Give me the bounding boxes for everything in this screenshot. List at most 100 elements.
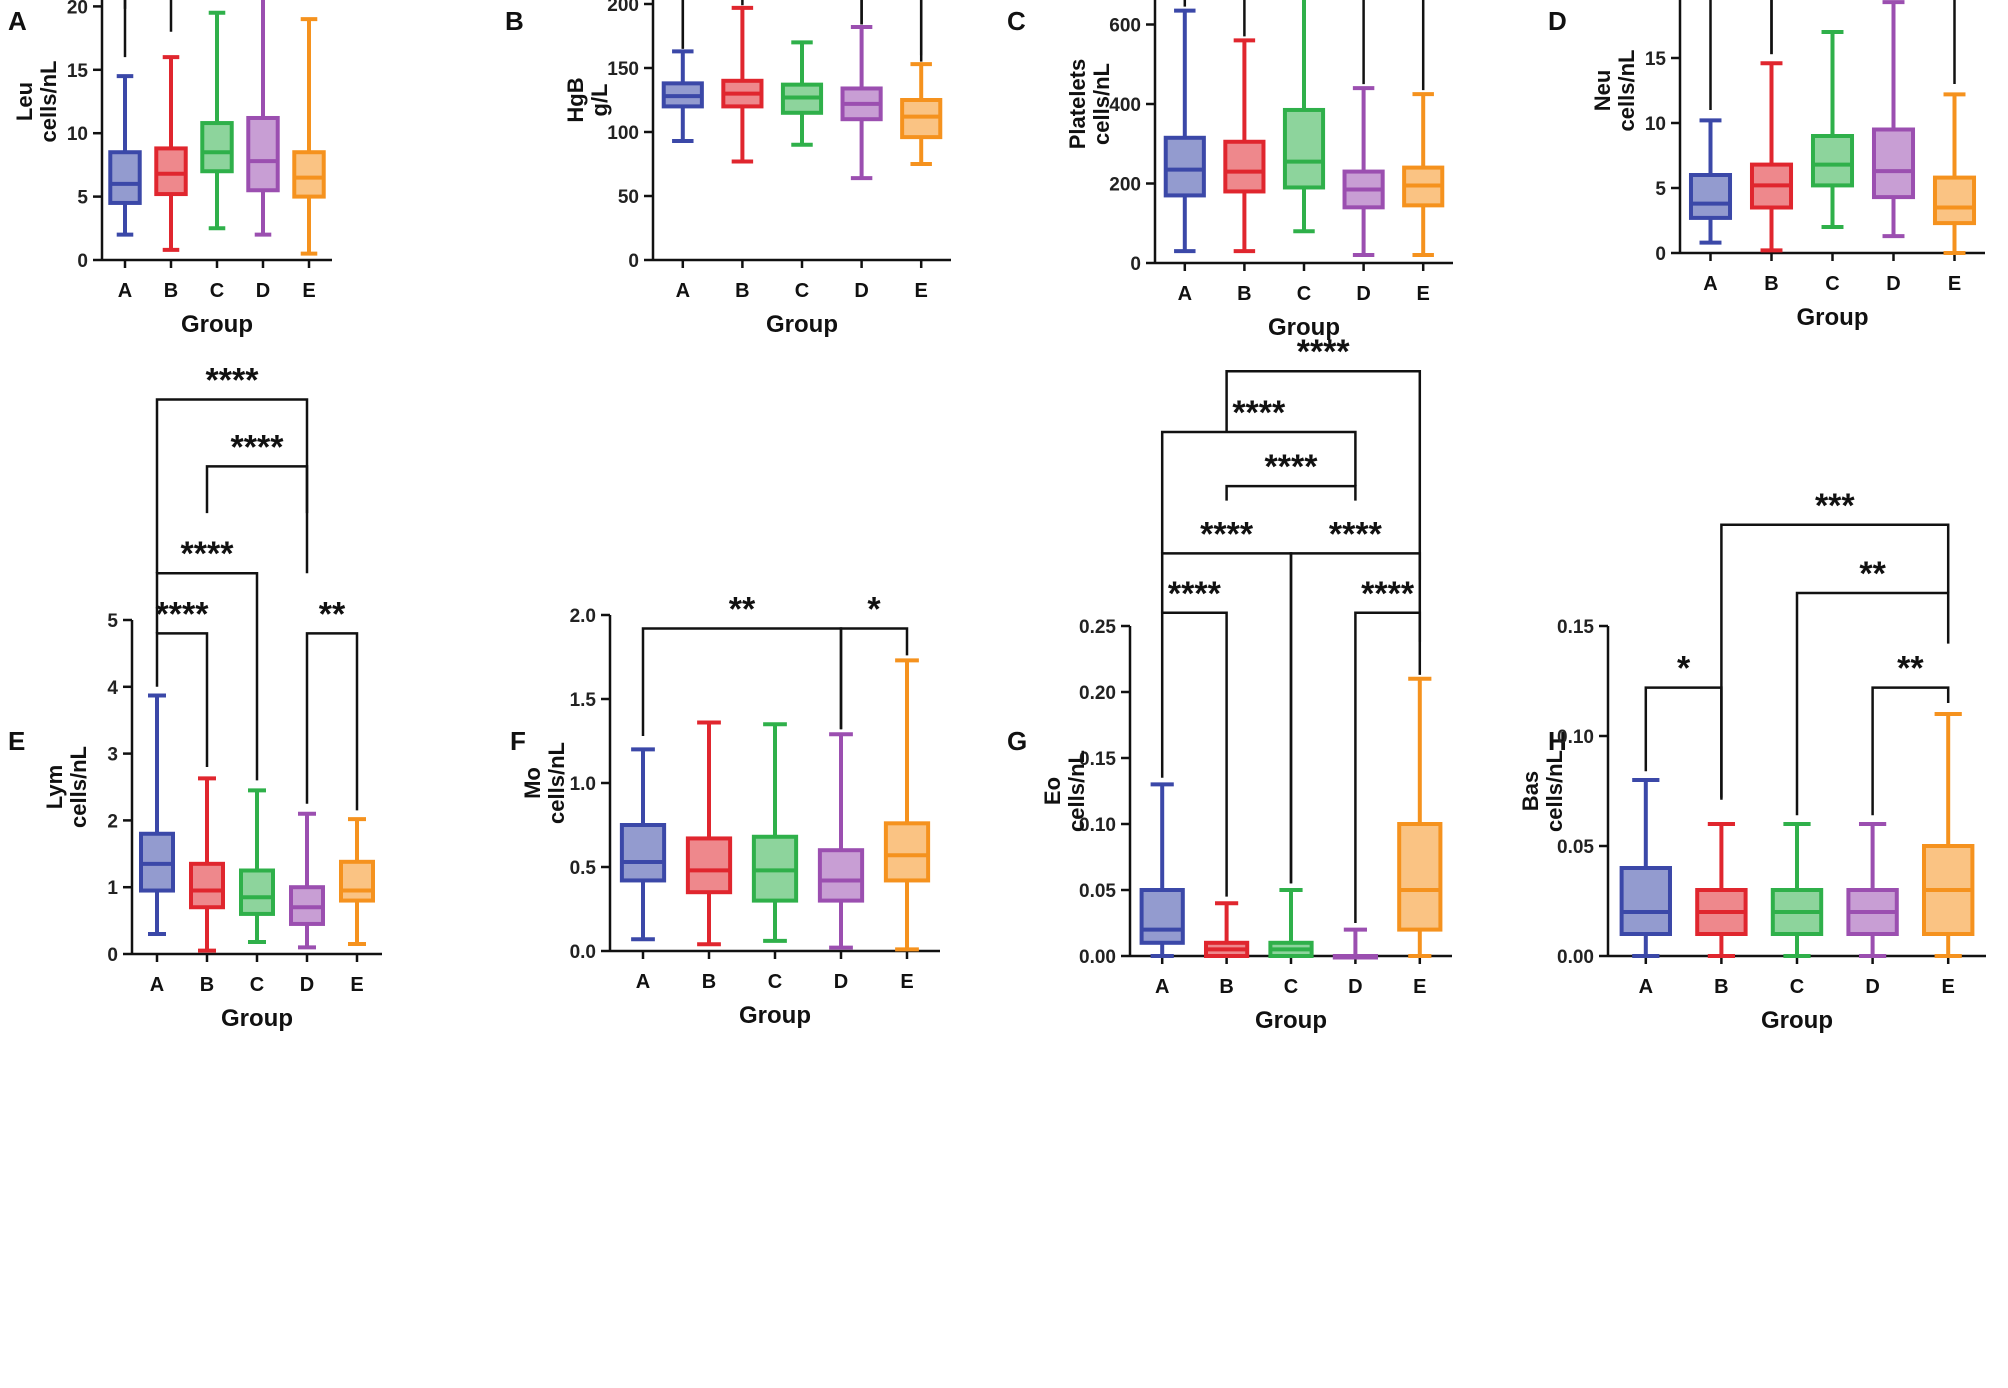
significance-bracket: ***	[1720, 487, 1950, 800]
bracket-line	[741, 0, 863, 25]
significance-stars: ****	[1361, 575, 1415, 613]
significance-bracket: ****	[1354, 575, 1422, 923]
bracket-line	[155, 632, 209, 767]
box-c	[1770, 822, 1824, 958]
box-iqr	[1871, 127, 1916, 200]
bracket-line	[1354, 611, 1422, 923]
significance-stars: **	[1859, 555, 1886, 593]
box-iqr	[1932, 175, 1977, 226]
y-tick-label: 0.15	[1079, 749, 1116, 770]
significance-bracket: **	[641, 590, 843, 736]
y-tick-label: 4	[107, 678, 118, 699]
box-b	[1203, 901, 1250, 958]
significance-bracket: ****	[205, 428, 309, 574]
box-b	[154, 55, 188, 252]
box-iqr	[1163, 135, 1206, 198]
x-tick-label: B	[1764, 273, 1778, 295]
significance-bracket: *	[860, 0, 923, 62]
box-iqr	[1282, 107, 1326, 190]
box-a	[661, 49, 704, 143]
box-iqr	[1223, 139, 1266, 194]
y-tick-label: 5	[77, 188, 88, 209]
x-tick-label: E	[1413, 976, 1426, 998]
y-tick-label: 0	[1655, 244, 1666, 265]
panel-letter: G	[1007, 726, 1027, 756]
x-tick-label: A	[1178, 283, 1192, 305]
bracket-line	[1362, 0, 1365, 85]
x-tick-label: C	[1284, 976, 1298, 998]
y-tick-label: 0.5	[570, 858, 597, 879]
y-axis-unit-label: cells/nL	[36, 61, 61, 143]
significance-bracket: ****	[155, 595, 209, 767]
y-tick-label: 600	[1109, 16, 1141, 37]
box-d	[1332, 927, 1379, 960]
y-axis-label: Neu	[1590, 70, 1615, 112]
x-axis-label: Group	[1255, 1007, 1327, 1034]
significance-bracket: **	[1871, 650, 1950, 816]
y-tick-label: 1	[107, 878, 118, 899]
y-tick-label: 0.00	[1557, 947, 1594, 968]
box-e	[1932, 92, 1977, 255]
y-tick-label: 1.5	[570, 690, 597, 711]
significance-stars: ****	[1329, 515, 1383, 553]
box-c	[751, 722, 799, 943]
x-tick-label: A	[1703, 273, 1717, 295]
y-tick-label: 150	[607, 59, 639, 80]
box-iqr	[246, 115, 280, 193]
box-iqr	[1619, 866, 1672, 936]
box-a	[1139, 782, 1185, 958]
box-d	[1846, 822, 1899, 958]
bracket-line	[1160, 430, 1357, 554]
panel-g: G 0.00 0.05 0.10 0.15 0.20 0.25 A B C D E Group Eo ce…	[1007, 333, 1452, 1034]
y-tick-label: 0.20	[1079, 683, 1116, 704]
box-iqr	[189, 861, 225, 910]
y-tick-label: 0	[628, 251, 639, 272]
box-d	[840, 25, 883, 181]
x-tick-label: C	[1790, 976, 1804, 998]
box-d	[289, 811, 325, 950]
x-tick-label: B	[1219, 976, 1233, 998]
box-iqr	[108, 150, 142, 205]
x-tick-label: C	[795, 280, 809, 302]
box-c	[1268, 888, 1314, 958]
y-tick-label: 400	[1109, 95, 1141, 116]
x-tick-label: B	[735, 280, 749, 302]
panel-letter: A	[8, 6, 27, 36]
significance-stars: ****	[231, 428, 285, 466]
significance-bracket: ****	[1225, 333, 1422, 675]
significance-bracket: ****	[1289, 515, 1422, 884]
significance-bracket: *	[681, 0, 685, 49]
box-iqr	[1397, 822, 1443, 932]
x-tick-label: B	[164, 280, 178, 302]
box-a	[1163, 8, 1206, 254]
y-tick-label: 0.0	[570, 942, 596, 963]
x-tick-label: A	[150, 974, 164, 996]
significance-bracket: *	[1644, 650, 1723, 798]
y-axis-label: Leu	[12, 82, 37, 121]
x-tick-label: B	[702, 971, 716, 993]
x-axis-label: Group	[1797, 304, 1869, 331]
x-tick-label: A	[1155, 976, 1169, 998]
box-iqr	[1688, 173, 1733, 220]
y-tick-label: 100	[607, 123, 639, 144]
significance-bracket: ****	[155, 362, 309, 574]
panel-a: A 0510152025ABCDEGroupLeucells/nL*******…	[8, 0, 332, 338]
box-iqr	[883, 821, 931, 883]
y-tick-label: 0.05	[1079, 881, 1116, 902]
box-b	[1749, 61, 1794, 253]
significance-bracket: ****	[1183, 0, 1187, 7]
box-e	[1402, 92, 1445, 258]
box-d	[1342, 86, 1385, 258]
y-tick-label: 0.25	[1079, 617, 1116, 638]
bracket-line	[1709, 0, 1773, 110]
y-tick-label: 1.0	[570, 774, 596, 795]
panel-c: C 0200400600800ABCDEGroupPlateletscells/…	[1007, 0, 1453, 341]
box-a	[619, 747, 667, 942]
panel-letter: C	[1007, 6, 1026, 36]
box-iqr	[292, 150, 326, 199]
x-tick-label: B	[1237, 283, 1251, 305]
box-c	[1282, 0, 1326, 234]
box-e	[900, 62, 943, 166]
panel-d: D 0510152025ABCDEGroupNeucells/nL*******…	[1548, 0, 1985, 331]
